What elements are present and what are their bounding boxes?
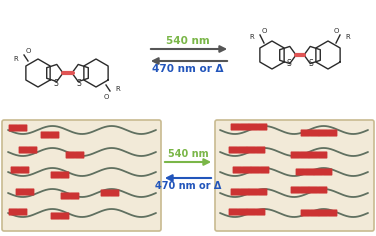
FancyBboxPatch shape [240,123,249,131]
FancyBboxPatch shape [60,171,70,179]
FancyBboxPatch shape [28,147,37,154]
FancyBboxPatch shape [110,190,120,197]
FancyBboxPatch shape [323,169,332,176]
FancyBboxPatch shape [328,210,337,217]
FancyBboxPatch shape [300,130,310,137]
FancyBboxPatch shape [249,189,258,196]
FancyBboxPatch shape [101,190,110,197]
Text: O: O [261,28,267,34]
FancyBboxPatch shape [230,123,240,131]
FancyBboxPatch shape [238,147,247,154]
FancyBboxPatch shape [65,152,75,159]
FancyBboxPatch shape [20,166,29,173]
FancyBboxPatch shape [51,171,60,179]
FancyBboxPatch shape [318,152,327,159]
FancyBboxPatch shape [25,189,34,196]
FancyBboxPatch shape [310,210,319,217]
FancyBboxPatch shape [247,208,256,215]
FancyBboxPatch shape [328,130,337,137]
FancyBboxPatch shape [256,208,265,215]
FancyBboxPatch shape [50,131,59,139]
FancyBboxPatch shape [250,166,260,173]
FancyBboxPatch shape [291,186,300,194]
FancyBboxPatch shape [309,186,318,194]
FancyBboxPatch shape [11,166,20,173]
FancyBboxPatch shape [230,189,240,196]
Text: S: S [287,59,291,68]
FancyBboxPatch shape [18,147,28,154]
FancyBboxPatch shape [256,147,265,154]
FancyBboxPatch shape [215,120,374,231]
Text: R: R [116,86,120,92]
FancyBboxPatch shape [296,169,305,176]
FancyBboxPatch shape [70,192,79,200]
FancyBboxPatch shape [318,210,328,217]
FancyBboxPatch shape [9,124,18,131]
Text: 540 nm: 540 nm [168,149,208,159]
FancyBboxPatch shape [18,124,27,131]
Text: 540 nm: 540 nm [166,36,210,46]
FancyBboxPatch shape [258,123,267,131]
Text: R: R [14,56,18,62]
FancyBboxPatch shape [2,120,161,231]
FancyBboxPatch shape [318,130,328,137]
Text: 470 nm or Δ: 470 nm or Δ [152,64,224,74]
FancyBboxPatch shape [75,152,84,159]
FancyBboxPatch shape [300,210,310,217]
Text: O: O [103,94,109,100]
FancyBboxPatch shape [15,189,25,196]
Text: R: R [346,34,350,40]
Text: S: S [54,79,58,88]
FancyBboxPatch shape [300,152,309,159]
FancyBboxPatch shape [60,212,70,219]
FancyBboxPatch shape [309,152,318,159]
Text: S: S [77,79,81,88]
FancyBboxPatch shape [318,186,327,194]
FancyBboxPatch shape [233,166,242,173]
Text: R: R [250,34,255,40]
FancyBboxPatch shape [61,192,70,200]
FancyBboxPatch shape [9,208,18,215]
FancyBboxPatch shape [310,130,319,137]
FancyBboxPatch shape [260,166,269,173]
FancyBboxPatch shape [314,169,323,176]
FancyBboxPatch shape [238,208,247,215]
FancyBboxPatch shape [229,208,238,215]
FancyBboxPatch shape [258,189,267,196]
FancyBboxPatch shape [18,208,27,215]
Text: S: S [309,59,313,68]
FancyBboxPatch shape [305,169,314,176]
FancyBboxPatch shape [291,152,300,159]
FancyBboxPatch shape [229,147,238,154]
Text: 470 nm or Δ: 470 nm or Δ [155,181,221,191]
FancyBboxPatch shape [242,166,252,173]
FancyBboxPatch shape [300,186,309,194]
Text: O: O [333,28,339,34]
FancyBboxPatch shape [41,131,50,139]
FancyBboxPatch shape [51,212,60,219]
FancyBboxPatch shape [249,123,258,131]
FancyBboxPatch shape [240,189,249,196]
Text: O: O [25,48,31,54]
FancyBboxPatch shape [247,147,256,154]
